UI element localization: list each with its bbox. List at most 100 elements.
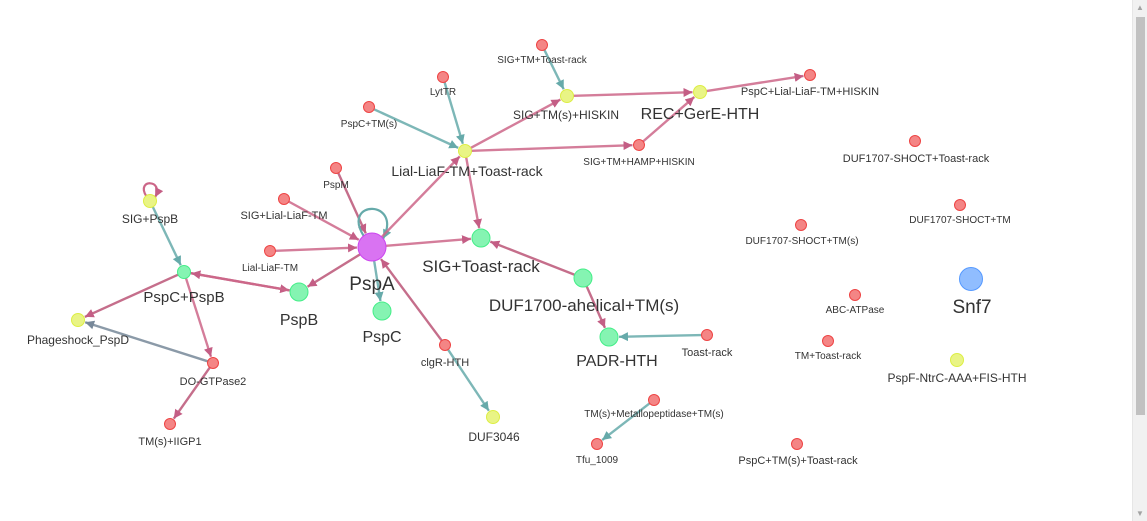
node-snf7[interactable] [959, 267, 983, 291]
edge-duf1700-ahelical-tm-s-to-padr-hth [585, 285, 607, 329]
node-label-pspc: PspC [362, 329, 401, 346]
node-pspc-tm-s[interactable] [363, 101, 375, 113]
labels-layer: PspA PspB PspC PspC+PspB SIG+PspB Phageshock_… [27, 55, 1027, 467]
node-tm-s-metallopeptidase-tm-s[interactable] [648, 394, 660, 406]
node-label-snf7: Snf7 [952, 297, 991, 318]
edge-sig-tm-toast-rack-to-sig-tm-s-hiskin [543, 49, 565, 90]
node-label-pspa: PspA [349, 274, 395, 295]
edge-pspm-to-pspa [337, 172, 367, 234]
node-do-gtpase2[interactable] [207, 357, 219, 369]
node-lial-liaf-tm-toast-rack[interactable] [458, 144, 472, 158]
node-label-phageshock-pspd: Phageshock_PspD [27, 333, 129, 347]
edge-clgr-hth-to-duf3046 [447, 348, 490, 412]
node-pspc-pspb[interactable] [177, 265, 191, 279]
node-label-sig-toast-rack: SIG+Toast-rack [422, 257, 540, 276]
node-pspc[interactable] [372, 301, 392, 321]
node-sig-pspb[interactable] [143, 194, 157, 208]
node-duf1707-shoct-toast-rack[interactable] [909, 135, 921, 147]
node-label-pspc-pspb: PspC+PspB [143, 289, 224, 306]
node-label-abc-atpase: ABC-ATPase [826, 305, 885, 316]
edge-sig-tm-s-hiskin-to-rec-gere-hth [573, 87, 693, 98]
scroll-up-arrow-icon[interactable]: ▲ [1136, 3, 1144, 12]
edge-pspc-tm-s-to-lial-liaf-tm-toast-rack [373, 108, 459, 149]
node-label-clgr-hth: clgR-HTH [421, 357, 469, 369]
node-lial-liaf-tm[interactable] [264, 245, 276, 257]
node-pspb[interactable] [289, 282, 309, 302]
edge-pspc-pspb-to-do-gtpase2 [184, 277, 213, 358]
node-pspc-lial-liaf-tm-hiskin[interactable] [804, 69, 816, 81]
edge-rec-gere-hth-to-pspc-lial-liaf-tm-hiskin [706, 72, 804, 93]
vertical-scrollbar[interactable]: ▲ ▼ [1132, 0, 1147, 521]
scrollbar-thumb[interactable] [1136, 17, 1145, 415]
node-sig-tm-s-hiskin[interactable] [560, 89, 574, 103]
node-label-tfu-1009: Tfu_1009 [576, 455, 619, 466]
node-pspm[interactable] [330, 162, 342, 174]
node-label-pspc-lial-liaf-tm-hiskin: PspC+Lial-LiaF-TM+HISKIN [741, 86, 879, 98]
edge-do-gtpase2-to-phageshock-pspd [84, 320, 209, 363]
edge-pspc-pspb-to-phageshock-pspd [84, 273, 179, 318]
edge-lial-liaf-tm-toast-rack-to-sig-toast-rack [464, 157, 482, 229]
node-pspa[interactable] [357, 232, 387, 262]
node-label-duf1707-shoct-tm-s: DUF1707-SHOCT+TM(s) [745, 236, 858, 247]
node-duf3046[interactable] [486, 410, 500, 424]
node-padr-hth[interactable] [599, 327, 619, 347]
node-toast-rack[interactable] [701, 329, 713, 341]
node-label-pspb: PspB [280, 312, 318, 329]
node-pspc-tm-s-toast-rack[interactable] [791, 438, 803, 450]
node-sig-tm-hamp-hiskin[interactable] [633, 139, 645, 151]
edge-pspb-to-pspc-pspb [191, 270, 291, 292]
node-duf1707-shoct-tm[interactable] [954, 199, 966, 211]
node-label-duf1707-shoct-toast-rack: DUF1707-SHOCT+Toast-rack [843, 153, 990, 165]
edge-lyttr-to-lial-liaf-tm-toast-rack [443, 81, 465, 145]
node-phageshock-pspd[interactable] [71, 313, 85, 327]
node-label-sig-lial-liaf-tm: SIG+Lial-LiaF-TM [240, 210, 327, 222]
scroll-down-arrow-icon[interactable]: ▼ [1136, 509, 1144, 518]
node-tm-s-iigp1[interactable] [164, 418, 176, 430]
self-loop-edge-pspa [357, 207, 392, 240]
node-abc-atpase[interactable] [849, 289, 861, 301]
edge-lial-liaf-tm-toast-rack-to-sig-tm-s-hiskin [470, 98, 561, 149]
node-label-sig-tm-hamp-hiskin: SIG+TM+HAMP+HISKIN [583, 157, 694, 168]
node-label-do-gtpase2: DO-GTPase2 [180, 376, 247, 388]
edge-toast-rack-to-padr-hth [618, 332, 702, 342]
edge-pspa-to-pspb [306, 253, 361, 288]
edge-pspa-to-sig-toast-rack [385, 235, 472, 248]
node-duf1707-shoct-tm-s[interactable] [795, 219, 807, 231]
node-label-sig-tm-s-hiskin: SIG+TM(s)+HISKIN [513, 108, 619, 122]
node-tfu-1009[interactable] [591, 438, 603, 450]
self-loop-edge-sig-pspb [142, 182, 164, 198]
node-label-duf3046: DUF3046 [468, 430, 520, 444]
node-label-tm-s-iigp1: TM(s)+IIGP1 [138, 436, 201, 448]
edge-pspa-to-lial-liaf-tm-toast-rack [380, 155, 461, 238]
edge-pspa-to-pspc [372, 260, 384, 302]
node-label-lyttr: LytTR [430, 87, 456, 98]
nodes-layer [71, 39, 983, 450]
node-rec-gere-hth[interactable] [693, 85, 707, 99]
edge-do-gtpase2-to-tm-s-iigp1 [172, 366, 211, 420]
node-label-pspm: PspM [323, 180, 349, 191]
edge-sig-pspb-to-pspc-pspb [151, 206, 182, 266]
edge-sig-lial-liaf-tm-to-pspa [288, 200, 360, 241]
node-sig-lial-liaf-tm[interactable] [278, 193, 290, 205]
node-label-pspc-tm-s-toast-rack: PspC+TM(s)+Toast-rack [738, 455, 858, 467]
edge-duf1700-ahelical-tm-s-to-sig-toast-rack [489, 240, 576, 276]
node-label-pspf-ntrc-aaa-fis-hth: PspF-NtrC-AAA+FIS-HTH [887, 371, 1026, 385]
edge-lial-liaf-tm-to-pspa [275, 243, 358, 253]
node-sig-toast-rack[interactable] [471, 228, 491, 248]
edge-lial-liaf-tm-toast-rack-to-sig-tm-hamp-hiskin [471, 141, 633, 152]
node-label-duf1700-ahelical-tm-s: DUF1700-ahelical+TM(s) [489, 296, 679, 315]
node-label-sig-pspb: SIG+PspB [122, 212, 178, 226]
node-pspf-ntrc-aaa-fis-hth[interactable] [950, 353, 964, 367]
edges-layer [84, 49, 804, 441]
node-sig-tm-toast-rack[interactable] [536, 39, 548, 51]
node-label-duf1707-shoct-tm: DUF1707-SHOCT+TM [909, 215, 1010, 226]
node-label-tm-s-metallopeptidase-tm-s: TM(s)+Metallopeptidase+TM(s) [584, 409, 723, 420]
node-label-sig-tm-toast-rack: SIG+TM+Toast-rack [497, 55, 587, 66]
node-tm-toast-rack[interactable] [822, 335, 834, 347]
node-label-padr-hth: PADR-HTH [576, 353, 657, 370]
node-lyttr[interactable] [437, 71, 449, 83]
node-clgr-hth[interactable] [439, 339, 451, 351]
node-duf1700-ahelical-tm-s[interactable] [573, 268, 593, 288]
node-label-lial-liaf-tm-toast-rack: Lial-LiaF-TM+Toast-rack [391, 163, 543, 179]
